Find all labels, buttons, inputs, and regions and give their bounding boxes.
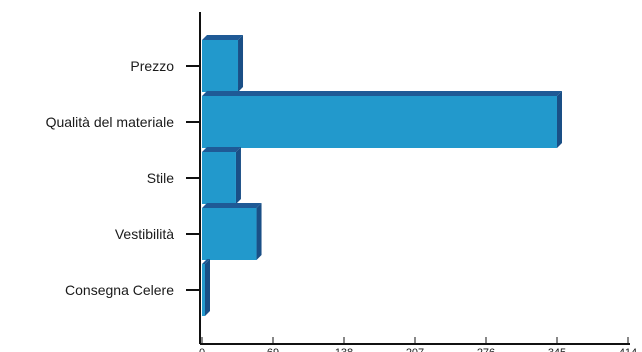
bar-side-face <box>557 91 562 148</box>
bars-group <box>202 35 562 316</box>
bar-front-face <box>202 96 557 148</box>
category-labels: Prezzo Qualità del materiale Stile Vestibil… <box>46 58 200 298</box>
x-tick-label: 414 <box>619 347 637 352</box>
bar-front-face <box>202 264 205 316</box>
x-axis-ticks: 0 69 138 207 276 345 414 <box>199 337 637 352</box>
bar-side-face <box>238 35 244 92</box>
category-label: Prezzo <box>130 58 174 74</box>
bar-top-face <box>202 147 241 152</box>
category-label: Vestibilità <box>115 226 174 242</box>
x-tick-label: 276 <box>477 347 495 352</box>
bar-prezzo <box>202 35 244 92</box>
x-tick-label: 345 <box>548 347 566 352</box>
bar-front-face <box>202 208 257 260</box>
bar-front-face <box>202 40 239 92</box>
bar-stile <box>202 147 241 204</box>
bar-side-face <box>205 259 210 316</box>
x-tick-label: 69 <box>267 347 279 352</box>
category-label: Stile <box>147 170 174 186</box>
bar-consegna-celere <box>202 259 210 316</box>
bar-qualita-del-materiale <box>202 91 562 148</box>
x-tick-label: 0 <box>199 347 205 352</box>
bar-top-face <box>202 91 562 96</box>
bar-vestibilita <box>202 203 262 260</box>
category-label: Consegna Celere <box>65 282 174 298</box>
bar-side-face <box>235 147 241 204</box>
bar-side-face <box>256 203 262 260</box>
bar-top-face <box>202 259 210 264</box>
bar-top-face <box>202 203 262 208</box>
bar-front-face <box>202 152 236 204</box>
x-tick-label: 207 <box>406 347 424 352</box>
bar-top-face <box>202 35 244 40</box>
x-tick-label: 138 <box>335 347 353 352</box>
category-label: Qualità del materiale <box>46 114 175 130</box>
